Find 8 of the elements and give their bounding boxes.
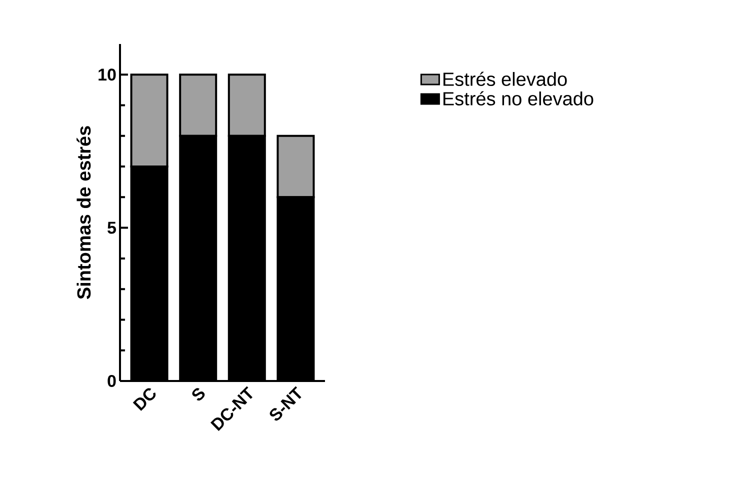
y-axis-title: Sintomas de estrés [76, 126, 91, 300]
y-tick-label: 10 [98, 68, 116, 81]
x-tick-label: S [192, 388, 205, 401]
x-tick-label: DC [132, 388, 156, 411]
legend-label: Estrés no elevado [443, 91, 594, 106]
y-tick-label: 0 [108, 374, 116, 388]
legend-label: Estrés elevado [443, 72, 567, 86]
y-tick-label: 5 [108, 222, 116, 234]
